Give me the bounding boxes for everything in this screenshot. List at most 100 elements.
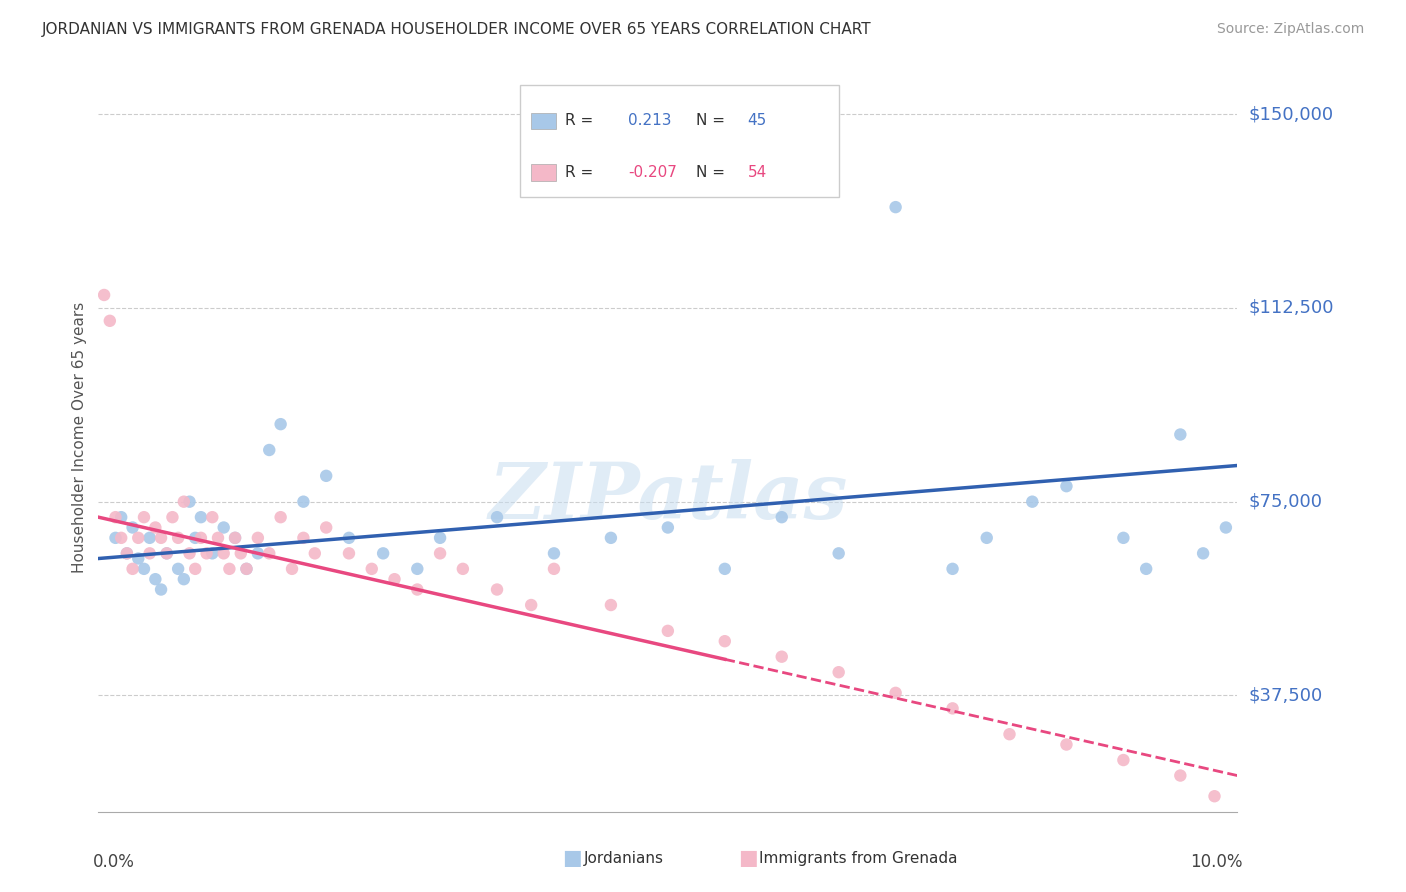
Point [201,510,224,524]
Point [224,531,246,545]
Point [1192,546,1215,560]
Point [121,562,143,576]
Point [1170,768,1192,782]
Text: $75,000: $75,000 [1249,492,1323,511]
Point [520,598,543,612]
Point [150,582,173,597]
Point [190,531,212,545]
Point [207,531,229,545]
Point [543,562,565,576]
Point [1204,789,1226,804]
Bar [531,112,557,129]
Point [212,520,235,534]
Point [770,510,793,524]
Point [138,531,160,545]
Point [884,200,907,214]
Text: 10.0%: 10.0% [1191,853,1243,871]
Point [184,562,207,576]
Point [384,572,406,586]
Point [173,572,195,586]
Y-axis label: Householder Income Over 65 years: Householder Income Over 65 years [72,301,87,573]
Point [132,510,155,524]
Text: ■: ■ [738,848,758,868]
Point [138,546,160,560]
Text: 45: 45 [748,113,766,128]
Point [127,551,149,566]
Point [184,531,207,545]
Point [167,562,190,576]
Point [1056,738,1078,752]
Point [229,546,252,560]
Text: R =: R = [565,113,593,128]
Point [315,468,337,483]
Text: R =: R = [565,165,593,180]
Point [167,531,190,545]
Point [179,494,201,508]
Text: 0.0%: 0.0% [93,853,135,871]
Text: Source: ZipAtlas.com: Source: ZipAtlas.com [1216,22,1364,37]
Point [190,510,212,524]
FancyBboxPatch shape [520,85,839,197]
Point [156,546,179,560]
Point [179,546,201,560]
Point [292,531,315,545]
Text: $112,500: $112,500 [1249,299,1334,317]
Point [235,562,257,576]
Point [451,562,474,576]
Point [1135,562,1157,576]
Point [145,520,167,534]
Text: $37,500: $37,500 [1249,687,1323,705]
Point [1112,531,1135,545]
Point [218,562,240,576]
Point [104,510,127,524]
Point [173,494,195,508]
Point [486,582,509,597]
Point [115,546,138,560]
Text: ■: ■ [562,848,582,868]
Point [360,562,382,576]
Point [201,546,224,560]
Point [714,562,737,576]
Point [942,701,965,715]
Point [156,546,179,560]
Point [600,598,623,612]
Point [657,520,679,534]
Point [337,531,360,545]
Point [406,562,429,576]
Point [884,686,907,700]
Point [224,531,246,545]
Point [246,546,269,560]
Point [714,634,737,648]
Point [145,572,167,586]
Text: $150,000: $150,000 [1249,105,1333,123]
Bar [531,164,557,181]
Point [315,520,337,534]
Point [110,510,132,524]
Point [1112,753,1135,767]
Text: Jordanians: Jordanians [583,851,664,865]
Point [127,531,149,545]
Point [486,510,509,524]
Point [110,531,132,545]
Point [657,624,679,638]
Point [132,562,155,576]
Point [195,546,218,560]
Text: ZIPatlas: ZIPatlas [488,458,848,535]
Point [259,442,281,457]
Point [121,520,143,534]
Point [1056,479,1078,493]
Text: Immigrants from Grenada: Immigrants from Grenada [759,851,957,865]
Text: -0.207: -0.207 [628,165,676,180]
Point [1215,520,1237,534]
Point [281,562,304,576]
Point [150,531,173,545]
Point [828,546,851,560]
Point [600,531,623,545]
Text: 54: 54 [748,165,766,180]
Point [115,546,138,560]
Point [1021,494,1043,508]
Point [98,314,121,328]
Point [270,417,292,432]
Point [292,494,315,508]
Point [942,562,965,576]
